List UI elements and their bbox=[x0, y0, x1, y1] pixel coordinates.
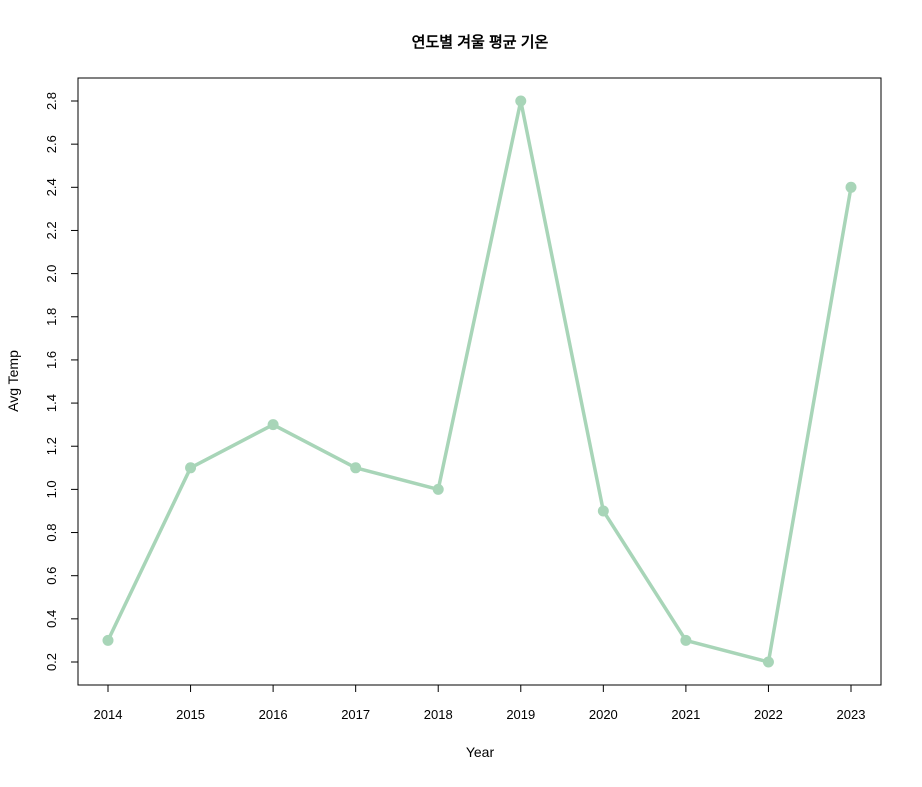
y-tick-label: 0.8 bbox=[44, 523, 59, 541]
y-tick-label: 1.8 bbox=[44, 308, 59, 326]
y-axis-label: Avg Temp bbox=[5, 350, 21, 412]
y-tick-label: 2.6 bbox=[44, 135, 59, 153]
x-tick-label: 2022 bbox=[754, 707, 783, 722]
x-tick-label: 2020 bbox=[589, 707, 618, 722]
data-point bbox=[432, 483, 444, 495]
data-point bbox=[762, 656, 774, 668]
y-tick-label: 1.2 bbox=[44, 437, 59, 455]
x-tick-label: 2014 bbox=[94, 707, 123, 722]
y-tick-label: 2.4 bbox=[44, 178, 59, 196]
x-axis: 2014 2015 2016 2017 2018 2019 2020 2021 2022 2023 bbox=[94, 684, 866, 722]
data-point bbox=[845, 181, 857, 193]
y-tick-label: 2.0 bbox=[44, 265, 59, 283]
x-tick-label: 2017 bbox=[341, 707, 370, 722]
y-tick-label: 2.2 bbox=[44, 221, 59, 239]
y-axis: 0.2 0.4 0.6 0.8 1.0 1.2 1.4 1.6 1.8 2.0 2.2 2.4 2.6 2… bbox=[44, 92, 79, 671]
y-tick-label: 0.2 bbox=[44, 653, 59, 671]
y-tick-label: 2.8 bbox=[44, 92, 59, 110]
plot-frame bbox=[77, 77, 882, 686]
y-tick-label: 0.6 bbox=[44, 567, 59, 585]
x-tick-label: 2015 bbox=[176, 707, 205, 722]
data-point bbox=[515, 95, 527, 107]
y-tick-label: 1.6 bbox=[44, 351, 59, 369]
data-point bbox=[680, 634, 692, 646]
data-point bbox=[267, 419, 279, 431]
data-point bbox=[102, 634, 114, 646]
data-point bbox=[597, 505, 609, 517]
x-tick-label: 2023 bbox=[837, 707, 866, 722]
data-point bbox=[350, 462, 362, 474]
series-layer bbox=[102, 95, 857, 668]
x-tick-label: 2021 bbox=[671, 707, 700, 722]
y-tick-label: 0.4 bbox=[44, 610, 59, 628]
series-line bbox=[106, 99, 853, 664]
y-tick-label: 1.0 bbox=[44, 480, 59, 498]
x-tick-label: 2018 bbox=[424, 707, 453, 722]
x-tick-label: 2019 bbox=[506, 707, 535, 722]
data-point bbox=[185, 462, 197, 474]
x-axis-label: Year bbox=[466, 744, 495, 760]
chart-title: 연도별 겨울 평균 기온 bbox=[412, 33, 549, 51]
y-tick-label: 1.4 bbox=[44, 394, 59, 412]
x-tick-label: 2016 bbox=[259, 707, 288, 722]
